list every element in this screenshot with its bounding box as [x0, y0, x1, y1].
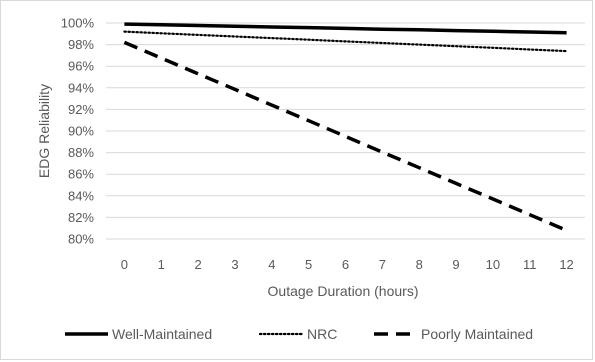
y-tick-label: 82%: [68, 210, 94, 225]
legend: Well-Maintained NRC Poorly Maintained: [65, 326, 533, 342]
x-tick-label: 6: [342, 257, 349, 272]
x-tick-label: 10: [486, 257, 500, 272]
x-axis-title: Outage Duration (hours): [268, 283, 419, 299]
x-tick-label: 3: [231, 257, 238, 272]
series-line-well-maintained: [124, 22, 567, 35]
y-tick-label: 86%: [68, 167, 94, 182]
y-axis-title: EDG Reliability: [36, 84, 52, 178]
legend-label: NRC: [307, 326, 337, 342]
series-line-poorly-maintained: [123, 40, 568, 233]
series-line-nrc: [123, 30, 568, 53]
x-axis-tick-labels: 0 1 2 3 4 5 6 7 8 9 10 11 12: [121, 257, 574, 272]
legend-label: Poorly Maintained: [421, 326, 533, 342]
x-tick-label: 9: [452, 257, 459, 272]
x-tick-label: 11: [523, 257, 537, 272]
x-tick-label: 1: [158, 257, 165, 272]
y-tick-label: 92%: [68, 102, 94, 117]
y-tick-label: 98%: [68, 37, 94, 52]
gridlines: [106, 22, 585, 240]
series-lines: [123, 22, 568, 233]
x-tick-label: 4: [268, 257, 275, 272]
y-tick-label: 88%: [68, 145, 94, 160]
y-tick-label: 84%: [68, 188, 94, 203]
y-tick-label: 94%: [68, 80, 94, 95]
y-tick-label: 100%: [61, 16, 95, 31]
x-tick-label: 12: [559, 257, 573, 272]
x-tick-label: 8: [416, 257, 423, 272]
x-tick-label: 7: [379, 257, 386, 272]
y-tick-label: 90%: [68, 124, 94, 139]
x-tick-label: 2: [194, 257, 201, 272]
x-tick-label: 0: [121, 257, 128, 272]
x-tick-label: 5: [305, 257, 312, 272]
y-tick-label: 96%: [68, 59, 94, 74]
y-tick-label: 80%: [68, 232, 94, 247]
y-axis-tick-labels: 80% 82% 84% 86% 88% 90% 92% 94% 96% 98% 100%: [61, 16, 95, 247]
legend-label: Well-Maintained: [112, 326, 212, 342]
